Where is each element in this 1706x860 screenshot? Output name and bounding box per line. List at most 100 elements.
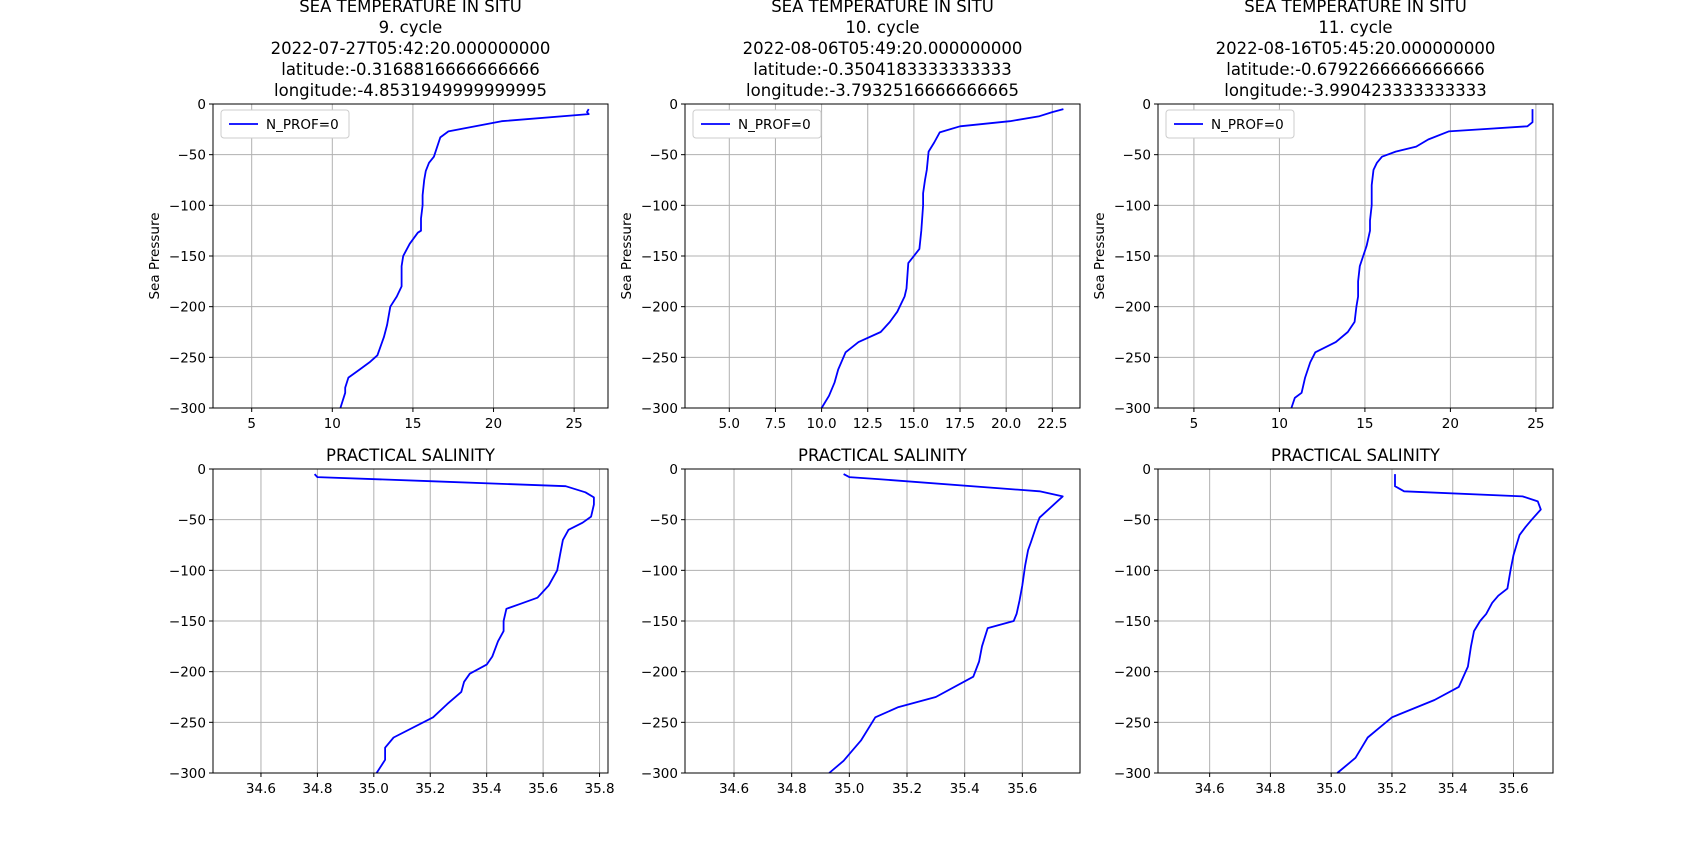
chart-title-line: latitude:-0.6792266666666666 — [1226, 60, 1485, 79]
y-tick-label: −100 — [641, 198, 678, 214]
y-tick-label: −250 — [641, 715, 678, 731]
y-tick-label: −50 — [1123, 513, 1152, 529]
chart-title-line: 10. cycle — [845, 18, 919, 37]
y-tick-label: −250 — [169, 350, 206, 366]
y-tick-label: −150 — [169, 614, 206, 630]
y-tick-label: −200 — [169, 665, 206, 681]
y-axis-label: Sea Pressure — [147, 212, 163, 299]
chart-title-line: longitude:-3.990423333333333 — [1224, 81, 1486, 100]
y-tick-label: −300 — [641, 401, 678, 417]
x-tick-label: 34.6 — [1195, 781, 1225, 797]
x-tick-label: 25 — [1527, 416, 1544, 432]
x-tick-label: 34.6 — [719, 781, 749, 797]
y-tick-label: −300 — [1114, 766, 1151, 782]
x-tick-label: 7.5 — [765, 416, 786, 432]
x-tick-label: 5 — [247, 416, 256, 432]
x-tick-label: 5.0 — [719, 416, 740, 432]
x-tick-label: 5 — [1190, 416, 1199, 432]
y-tick-label: −200 — [641, 665, 678, 681]
legend-box — [220, 109, 350, 139]
legend-box — [692, 109, 822, 139]
y-axis-label: Sea Pressure — [1092, 212, 1108, 299]
data-line-series-1 — [1336, 474, 1542, 774]
x-tick-label: 35.4 — [1438, 781, 1468, 797]
y-tick-label: −150 — [169, 249, 206, 265]
x-tick-label: 34.6 — [246, 781, 276, 797]
chart-title-line: SEA TEMPERATURE IN SITU — [1244, 0, 1467, 16]
y-tick-label: −300 — [641, 766, 678, 782]
y-tick-label: −200 — [641, 300, 678, 316]
x-tick-label: 34.8 — [1255, 781, 1285, 797]
data-line-series-1 — [339, 108, 590, 409]
x-tick-label: 35.2 — [415, 781, 445, 797]
y-tick-label: −50 — [650, 513, 679, 529]
chart-title-line: 9. cycle — [379, 18, 443, 37]
chart-title-line: PRACTICAL SALINITY — [326, 446, 496, 465]
legend-box — [1165, 109, 1295, 139]
x-tick-label: 17.5 — [945, 416, 975, 432]
chart-title-line: PRACTICAL SALINITY — [1271, 446, 1441, 465]
x-tick-label: 15 — [1356, 416, 1373, 432]
y-tick-label: −50 — [1123, 148, 1152, 164]
y-axis-label: Sea Pressure — [619, 212, 635, 299]
y-tick-label: 0 — [197, 462, 206, 478]
x-tick-label: 35.4 — [950, 781, 980, 797]
x-tick-label: 25 — [566, 416, 583, 432]
chart-panel-5: 34.6 34.8 35.0 35.2 35.4 35.6 0 −50 −100 −150 −200… — [641, 446, 1081, 797]
y-tick-label: −300 — [169, 401, 206, 417]
y-tick-label: −150 — [1114, 249, 1151, 265]
y-tick-label: −300 — [169, 766, 206, 782]
y-tick-label: −50 — [178, 148, 207, 164]
chart-title-line: longitude:-3.7932516666666665 — [746, 81, 1019, 100]
y-tick-label: −300 — [1114, 401, 1151, 417]
x-tick-label: 35.0 — [359, 781, 389, 797]
y-tick-label: −200 — [1114, 665, 1151, 681]
legend-label: N_PROF=0 — [266, 117, 339, 133]
x-tick-label: 34.8 — [777, 781, 807, 797]
chart-title-line: 2022-08-06T05:49:20.000000000 — [743, 39, 1023, 58]
x-tick-label: 34.8 — [302, 781, 332, 797]
x-tick-label: 20 — [1442, 416, 1459, 432]
data-line-series-1 — [1290, 109, 1534, 409]
chart-title-line: 2022-07-27T05:42:20.000000000 — [271, 39, 551, 58]
y-tick-label: −150 — [1114, 614, 1151, 630]
y-tick-label: −50 — [178, 513, 207, 529]
x-tick-label: 10 — [324, 416, 341, 432]
x-tick-label: 12.5 — [853, 416, 883, 432]
chart-title-line: SEA TEMPERATURE IN SITU — [299, 0, 522, 16]
legend: N_PROF=0 — [220, 109, 350, 139]
chart-title-line: 11. cycle — [1318, 18, 1392, 37]
y-tick-label: −100 — [169, 563, 206, 579]
legend: N_PROF=0 — [1165, 109, 1295, 139]
chart-panel-2: 5.0 7.5 10.0 12.5 15.0 17.5 20.0 22.5 0 −50 −100 −1… — [619, 0, 1081, 432]
x-tick-label: 35.6 — [528, 781, 558, 797]
chart-panel-3: 5 10 15 20 25 0 −50 −100 −150 −200 −250 −300 Sea Pre… — [1092, 0, 1554, 432]
y-tick-label: −150 — [641, 614, 678, 630]
y-tick-label: 0 — [1142, 462, 1151, 478]
chart-title-line: PRACTICAL SALINITY — [798, 446, 968, 465]
x-tick-label: 35.0 — [1316, 781, 1346, 797]
y-tick-label: −250 — [1114, 715, 1151, 731]
x-tick-label: 20.0 — [991, 416, 1021, 432]
x-tick-label: 10 — [1271, 416, 1288, 432]
legend-label: N_PROF=0 — [738, 117, 811, 133]
x-tick-label: 35.6 — [1007, 781, 1037, 797]
y-tick-label: −100 — [1114, 198, 1151, 214]
legend-label: N_PROF=0 — [1211, 117, 1284, 133]
chart-title-line: SEA TEMPERATURE IN SITU — [771, 0, 994, 16]
y-tick-label: −100 — [641, 563, 678, 579]
x-tick-label: 20 — [485, 416, 502, 432]
y-tick-label: −100 — [169, 198, 206, 214]
x-tick-label: 15 — [404, 416, 421, 432]
y-tick-label: 0 — [669, 97, 678, 113]
chart-panel-1: 5 10 15 20 25 0 −50 −100 −150 −200 −250 −300 Sea Pre… — [147, 0, 609, 432]
x-tick-label: 10.0 — [807, 416, 837, 432]
legend: N_PROF=0 — [692, 109, 822, 139]
data-line-series-1 — [820, 108, 1064, 409]
chart-title-line: longitude:-4.8531949999999995 — [274, 81, 547, 100]
chart-title-line: 2022-08-16T05:45:20.000000000 — [1216, 39, 1496, 58]
x-tick-label: 35.2 — [892, 781, 922, 797]
chart-panel-6: 34.6 34.8 35.0 35.2 35.4 35.6 0 −50 −100 −150 −200… — [1114, 446, 1554, 797]
chart-title-line: latitude:-0.3504183333333333 — [753, 60, 1012, 79]
